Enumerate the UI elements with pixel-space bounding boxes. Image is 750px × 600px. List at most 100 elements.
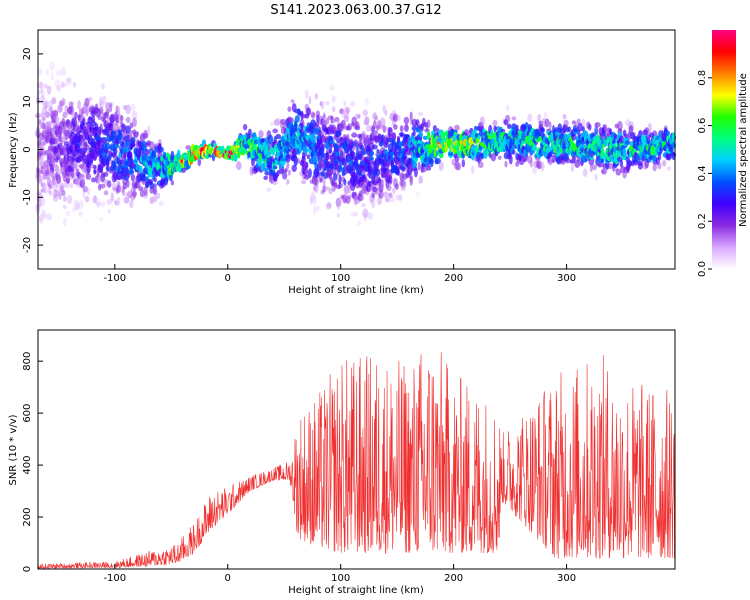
spectrogram-cell — [84, 97, 90, 108]
spectrogram-cell — [359, 136, 365, 144]
spectrogram-cell — [57, 104, 63, 114]
spectrogram-cell — [615, 168, 622, 176]
spectrogram-cell — [144, 148, 150, 156]
spectrogram-cell — [41, 210, 47, 219]
spectrogram-cell — [354, 158, 358, 167]
spectrogram-cell — [266, 187, 272, 192]
spectrogram-cell — [508, 154, 513, 165]
spectrogram-cell — [322, 182, 326, 192]
spectrogram-cell — [396, 135, 401, 141]
spectrogram-cell — [432, 125, 437, 132]
spectrogram-cell — [134, 181, 141, 189]
spectrogram-cell — [67, 195, 73, 205]
spectrogram-cell — [49, 179, 53, 187]
spectrogram-cell — [115, 105, 119, 113]
spectrogram-cell — [320, 147, 325, 155]
colorbar-tick-label: 0.6 — [697, 118, 708, 134]
y-tick-label: 400 — [22, 456, 33, 475]
spectrogram-cell — [103, 190, 109, 196]
spectrogram-cell — [42, 151, 47, 156]
spectrogram-cell — [56, 69, 62, 77]
spectrogram-cell — [353, 211, 359, 217]
spectrogram-cell — [100, 201, 106, 208]
spectrogram-cell — [110, 192, 115, 202]
spectrogram-cell — [266, 151, 272, 157]
spectrogram-cell — [352, 131, 357, 136]
spectrogram-y-ticks: -20 -10 0 10 20 — [22, 48, 43, 253]
spectrogram-cell — [273, 118, 280, 126]
spectrogram-cell — [511, 116, 517, 121]
spectrogram-cell — [86, 187, 91, 196]
spectrogram-cell — [284, 167, 288, 173]
spectrogram-cell — [303, 175, 310, 180]
spectrogram-cell — [375, 168, 381, 176]
spectrogram-cell — [388, 192, 393, 199]
spectrogram-cell — [263, 167, 269, 172]
spectrogram-cell — [370, 196, 376, 203]
spectrogram-cell — [48, 183, 53, 190]
spectrogram-cell — [109, 102, 113, 113]
spectrogram-cell — [305, 107, 312, 116]
spectrogram-cell — [333, 182, 338, 188]
spectrogram-cell — [343, 178, 347, 186]
spectrogram-cell — [338, 164, 342, 173]
spectrogram-cell — [384, 126, 388, 131]
x-tick-label: 200 — [444, 573, 463, 584]
spectrogram-cell — [72, 171, 77, 181]
spectrogram-cell — [338, 174, 342, 185]
spectrogram-cell — [322, 177, 326, 185]
spectrogram-cell — [664, 130, 670, 137]
spectrogram-cell — [82, 186, 89, 193]
spectrogram-cell — [347, 194, 352, 200]
spectrogram-cell — [544, 118, 550, 128]
spectrogram-cell — [54, 79, 60, 88]
spectrogram-cell — [338, 131, 342, 136]
spectrogram-cell — [54, 115, 60, 124]
spectrogram-cell — [67, 77, 72, 85]
spectrogram-cell — [314, 183, 319, 194]
spectrogram-cell — [477, 161, 484, 169]
spectrogram-cell — [515, 124, 519, 131]
spectrogram-cell — [361, 203, 367, 208]
y-tick-label: -20 — [22, 237, 33, 253]
spectrogram-cell — [105, 142, 110, 150]
spectrogram-cell — [132, 117, 137, 128]
spectrogram-cell — [637, 162, 644, 170]
spectrogram-cell — [41, 106, 47, 115]
spectrogram-cell — [394, 193, 400, 202]
spectrogram-cell — [389, 151, 396, 156]
x-tick-label: -100 — [103, 273, 126, 284]
spectrogram-cell — [576, 118, 581, 124]
y-tick-label: 800 — [22, 352, 33, 371]
spectrogram-cell — [71, 168, 75, 178]
spectrogram-cell — [77, 199, 84, 210]
spectrogram-cell — [399, 125, 404, 133]
spectrogram-cell — [371, 201, 376, 209]
spectrogram-cell — [86, 173, 92, 180]
spectrogram-cell — [301, 179, 307, 185]
spectrogram-cell — [308, 168, 312, 178]
spectrogram-cell — [50, 132, 54, 137]
spectrogram-cell — [623, 149, 627, 158]
spectrogram-cell — [401, 167, 405, 173]
spectrogram-cell — [272, 165, 278, 170]
spectrogram-cell — [507, 123, 512, 130]
spectrogram-cell — [343, 100, 347, 107]
spectrogram-cell — [589, 163, 593, 173]
spectrogram-cell — [581, 118, 586, 128]
figure-title: S141.2023.063.00.37.G12 — [270, 3, 441, 18]
spectrogram-cell — [170, 150, 175, 161]
spectrogram-cell — [42, 116, 46, 122]
spectrogram-cell — [427, 130, 431, 140]
spectrogram-cell — [123, 196, 130, 204]
spectrogram-cell — [116, 181, 121, 190]
spectrogram-cell — [417, 161, 421, 171]
spectrogram-cell — [550, 131, 554, 142]
spectrogram-cell — [39, 197, 46, 206]
spectrogram-cell — [479, 116, 485, 126]
spectrogram-cell — [371, 144, 378, 150]
spectrogram-cell — [570, 163, 575, 173]
spectrogram-cell — [120, 115, 124, 122]
spectrogram-cell — [413, 167, 418, 178]
